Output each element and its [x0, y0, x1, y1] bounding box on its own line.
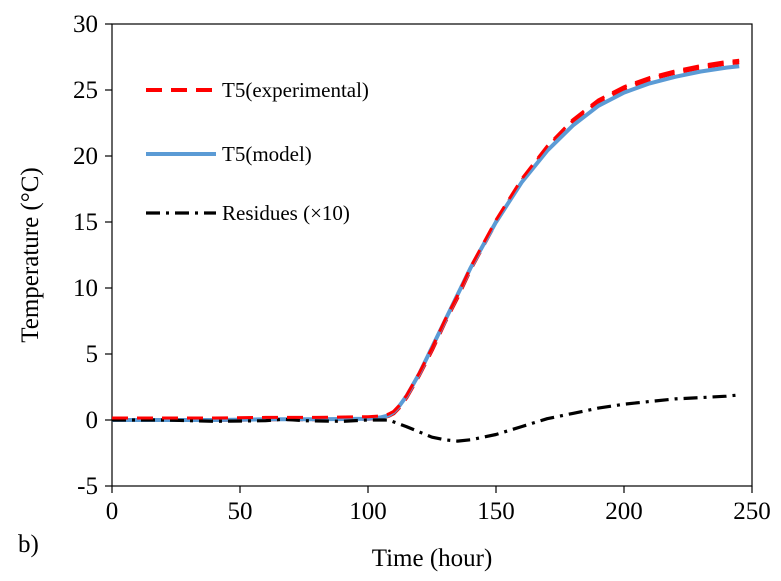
- legend: T5(experimental) T5(model) Residues (×10): [146, 78, 369, 225]
- y-tick-label: 5: [86, 341, 99, 368]
- series-line-2: [112, 393, 740, 443]
- y-tick-label: 20: [73, 143, 98, 170]
- legend-label-0: T5(experimental): [222, 78, 369, 102]
- x-tick-label: 200: [605, 498, 643, 525]
- series-line-0: [112, 60, 740, 422]
- x-tick-label: 100: [349, 498, 387, 525]
- series-layer: [112, 58, 740, 443]
- y-tick-label: 30: [73, 11, 98, 38]
- y-tick-label: 15: [73, 209, 98, 236]
- y-tick-label: -5: [77, 473, 98, 500]
- x-tick-label: 50: [228, 498, 253, 525]
- y-tick-label: 25: [73, 77, 98, 104]
- series-line-0-overlay: [112, 58, 740, 420]
- plot-frame: [111, 23, 753, 487]
- x-axis-ticks: 0 50 100 150 200 250: [106, 486, 771, 525]
- x-tick-label: 0: [106, 498, 119, 525]
- legend-label-1: T5(model): [222, 142, 312, 166]
- y-axis-label: Temperature (°C): [17, 167, 44, 343]
- y-axis-ticks: -5 0 5 10 15 20 25 30: [73, 11, 112, 500]
- legend-label-2: Residues (×10): [222, 201, 350, 225]
- x-tick-label: 150: [477, 498, 515, 525]
- x-tick-label: 250: [733, 498, 771, 525]
- y-tick-label: 10: [73, 275, 98, 302]
- y-tick-label: 0: [86, 407, 99, 434]
- panel-label: b): [18, 531, 39, 558]
- plot-border: [111, 23, 753, 487]
- x-axis-label: Time (hour): [372, 545, 493, 572]
